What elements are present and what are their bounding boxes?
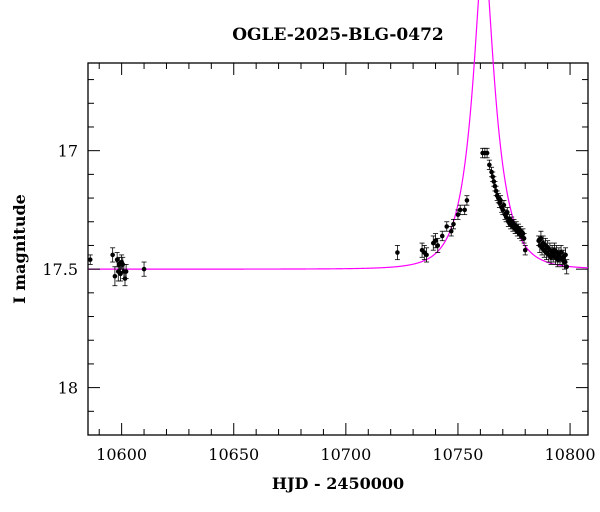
x-axis-label: HJD - 2450000 — [272, 474, 404, 493]
data-point — [522, 245, 528, 256]
point-marker — [395, 250, 400, 255]
point-marker — [504, 209, 510, 215]
x-tick-label: 10800 — [545, 445, 596, 464]
data-point — [141, 261, 147, 277]
point-marker — [424, 252, 429, 258]
point-marker — [464, 198, 470, 203]
data-point — [538, 230, 544, 246]
model-curve-line — [88, 0, 589, 270]
point-marker — [123, 269, 129, 274]
data-point — [444, 221, 450, 232]
data-point — [435, 237, 441, 253]
point-marker — [484, 150, 490, 156]
point-marker — [444, 224, 450, 229]
point-marker — [141, 266, 147, 272]
axis-ticks-layer: 10600 10650 10700 10750 10800 17 17.5 18 — [42, 63, 596, 464]
plot-frame — [87, 62, 589, 436]
y-tick-label: 17 — [58, 142, 78, 161]
point-marker — [87, 257, 93, 262]
x-tick-label: 10750 — [433, 445, 484, 464]
point-marker — [114, 257, 120, 262]
point-marker — [118, 271, 123, 277]
point-marker — [538, 236, 544, 241]
point-marker — [564, 264, 569, 270]
data-point — [448, 226, 454, 237]
x-tick-label: 10700 — [320, 445, 371, 464]
point-marker — [522, 247, 528, 253]
data-point — [564, 259, 570, 275]
point-marker — [498, 198, 503, 203]
data-point — [484, 147, 490, 159]
point-marker — [487, 162, 492, 168]
point-marker — [501, 202, 507, 208]
data-point — [462, 204, 468, 216]
point-marker — [563, 252, 568, 258]
x-tick-label: 10650 — [208, 445, 259, 464]
data-point — [521, 233, 527, 244]
data-point — [110, 247, 116, 263]
y-tick-label: 17.5 — [42, 260, 78, 279]
x-tick-label: 10600 — [96, 445, 147, 464]
y-axis-label: I magnitude — [10, 194, 29, 304]
point-marker — [433, 238, 438, 244]
data-point — [123, 264, 129, 280]
y-tick-label: 18 — [58, 379, 78, 398]
point-marker — [457, 207, 463, 213]
data-point — [486, 159, 492, 171]
point-marker — [112, 273, 118, 279]
data-point — [87, 254, 93, 265]
data-point — [457, 204, 463, 216]
point-marker — [448, 228, 454, 234]
point-marker — [439, 233, 445, 239]
chart-title: OGLE-2025-BLG-0472 — [232, 25, 444, 45]
point-marker — [435, 243, 441, 248]
point-marker — [451, 221, 456, 227]
point-marker — [110, 252, 115, 258]
data-point — [439, 230, 445, 242]
model-layer — [88, 0, 589, 270]
data-points-layer — [87, 147, 570, 287]
point-marker — [462, 207, 467, 213]
point-marker — [521, 236, 527, 241]
data-point — [464, 195, 470, 206]
data-point — [450, 218, 456, 230]
data-point — [394, 245, 400, 261]
data-point — [424, 247, 430, 263]
